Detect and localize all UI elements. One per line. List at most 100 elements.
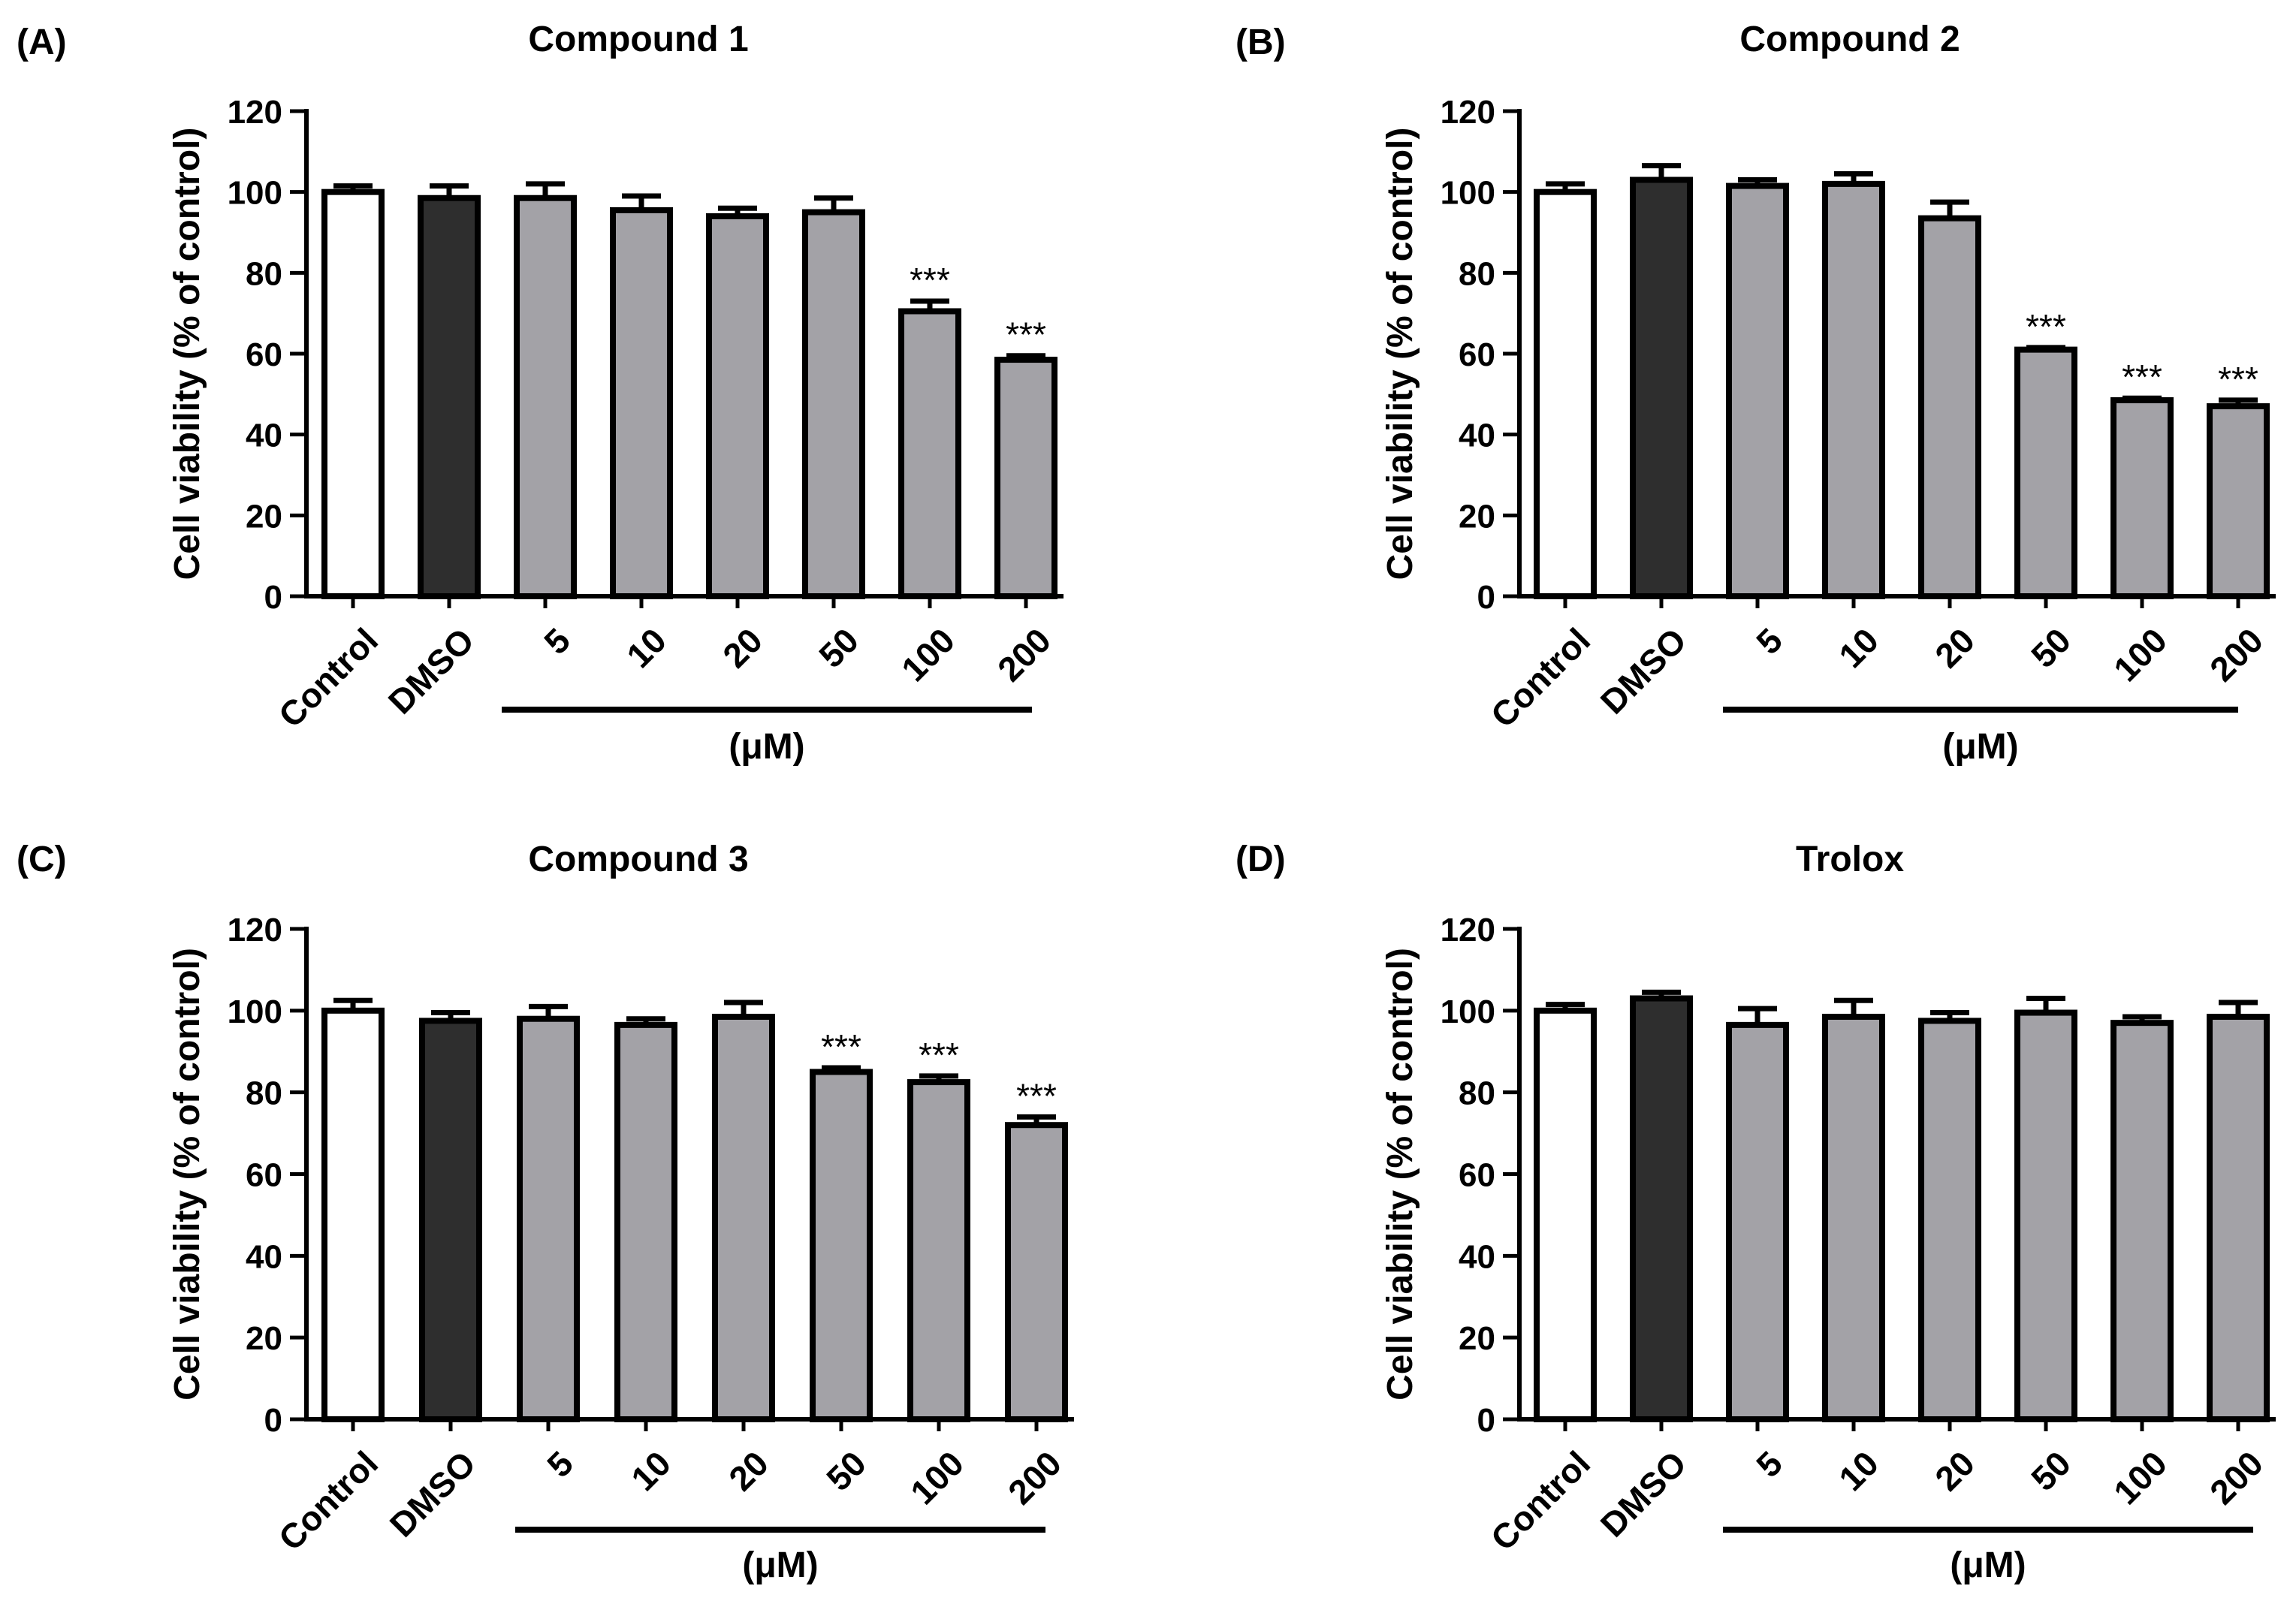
- bar: [898, 308, 961, 599]
- x-tick-label: 200: [990, 620, 1058, 689]
- x-tick-label: 10: [1831, 1443, 1886, 1498]
- x-tick-label: 100: [894, 620, 962, 689]
- y-tick-label: 100: [228, 993, 282, 1030]
- y-tick-label: 40: [1459, 418, 1495, 454]
- concentration-unit-label: (μM): [1942, 727, 2018, 767]
- x-tick-label: 50: [2023, 1443, 2078, 1498]
- x-tick-label: 10: [1831, 620, 1886, 675]
- x-tick-label: 5: [1748, 620, 1790, 662]
- y-tick-label: 120: [228, 912, 282, 948]
- chart-title: Compound 2: [1739, 20, 1960, 59]
- bar: [1630, 995, 1693, 1422]
- y-tick-label: 100: [1441, 993, 1495, 1030]
- bar: [810, 1069, 873, 1423]
- y-tick-label: 40: [246, 1238, 282, 1275]
- x-tick-label: 100: [2106, 1443, 2174, 1512]
- chart-panel-1: (A) Compound 1 Cell viability (% of contro…: [17, 20, 1064, 767]
- y-tick-label: 100: [228, 175, 282, 212]
- x-tick-label: 5: [536, 620, 578, 662]
- y-tick-label: 80: [246, 1075, 282, 1112]
- bar: [712, 1013, 775, 1422]
- y-tick-label: 20: [1459, 1320, 1495, 1357]
- panel-label: (C): [17, 840, 67, 879]
- x-tick-label: Control: [271, 1443, 385, 1557]
- chart-title: Compound 1: [528, 20, 748, 59]
- bar: [514, 194, 577, 600]
- significance-marker: ***: [2218, 360, 2258, 399]
- panel-label: (D): [1235, 840, 1286, 879]
- y-tick-label: 100: [1441, 175, 1495, 212]
- y-tick-label: 20: [246, 498, 282, 535]
- x-tick-label: 5: [539, 1443, 581, 1485]
- significance-marker: ***: [2026, 307, 2066, 346]
- bar: [2207, 403, 2270, 599]
- y-tick-label: 60: [1459, 336, 1495, 373]
- x-tick-label: 20: [1927, 620, 1982, 675]
- y-tick-label: 40: [1459, 1238, 1495, 1275]
- y-tick-label: 60: [246, 1157, 282, 1194]
- bar: [706, 213, 769, 599]
- x-tick-label: DMSO: [381, 620, 481, 721]
- bar: [1822, 1013, 1885, 1422]
- y-tick-label: 0: [264, 579, 282, 616]
- y-axis-label: Cell viability (% of control): [167, 948, 207, 1401]
- y-tick-label: 20: [246, 1320, 282, 1357]
- x-tick-label: 10: [619, 620, 674, 675]
- bar: [1726, 1021, 1789, 1422]
- bar: [1534, 1007, 1597, 1423]
- bar: [1918, 215, 1981, 599]
- y-tick-label: 0: [264, 1402, 282, 1439]
- bar: [1534, 188, 1597, 599]
- bar: [2110, 1020, 2174, 1422]
- panel-label: (A): [17, 23, 67, 62]
- y-tick-label: 120: [1441, 912, 1495, 948]
- x-tick-label: 100: [903, 1443, 971, 1512]
- bar: [610, 207, 673, 599]
- bar: [1005, 1122, 1068, 1422]
- y-tick-label: 40: [246, 418, 282, 454]
- concentration-unit-label: (μM): [1950, 1545, 2026, 1585]
- bar: [321, 188, 385, 599]
- x-tick-label: Control: [1483, 620, 1598, 734]
- y-tick-label: 80: [246, 255, 282, 292]
- significance-marker: ***: [919, 1036, 959, 1075]
- bar: [517, 1015, 580, 1422]
- y-tick-label: 20: [1459, 498, 1495, 535]
- bar: [419, 1018, 482, 1422]
- x-tick-label: 20: [715, 620, 770, 675]
- x-tick-label: 20: [721, 1443, 776, 1498]
- x-tick-label: 200: [2202, 620, 2270, 689]
- y-tick-label: 80: [1459, 1075, 1495, 1112]
- x-tick-label: 50: [819, 1443, 873, 1498]
- significance-marker: ***: [910, 261, 950, 300]
- bar: [994, 357, 1057, 599]
- bar: [2014, 346, 2077, 599]
- y-tick-label: 80: [1459, 255, 1495, 292]
- bar: [614, 1021, 677, 1422]
- x-tick-label: DMSO: [1593, 620, 1694, 721]
- y-tick-label: 60: [246, 336, 282, 373]
- x-tick-label: 200: [1000, 1443, 1069, 1512]
- bar: [418, 194, 481, 600]
- bar: [1726, 182, 1789, 599]
- x-tick-label: 200: [2202, 1443, 2270, 1512]
- bar: [907, 1079, 970, 1422]
- x-tick-label: 10: [623, 1443, 678, 1498]
- significance-marker: ***: [821, 1027, 861, 1066]
- x-tick-label: 100: [2106, 620, 2174, 689]
- x-tick-label: 5: [1748, 1443, 1790, 1485]
- bar: [802, 209, 865, 599]
- y-axis-label: Cell viability (% of control): [167, 128, 207, 580]
- significance-marker: ***: [2122, 357, 2162, 396]
- y-tick-label: 120: [1441, 94, 1495, 131]
- chart-panel-3: (C) Compound 3 Cell viability (% of contro…: [17, 840, 1074, 1585]
- y-tick-label: 0: [1477, 1402, 1495, 1439]
- panel-label: (B): [1235, 23, 1286, 62]
- concentration-unit-label: (μM): [742, 1545, 818, 1585]
- y-tick-label: 120: [228, 94, 282, 131]
- concentration-unit-label: (μM): [729, 727, 804, 767]
- y-tick-label: 0: [1477, 579, 1495, 616]
- chart-title: Compound 3: [528, 840, 748, 879]
- bar: [321, 1007, 385, 1423]
